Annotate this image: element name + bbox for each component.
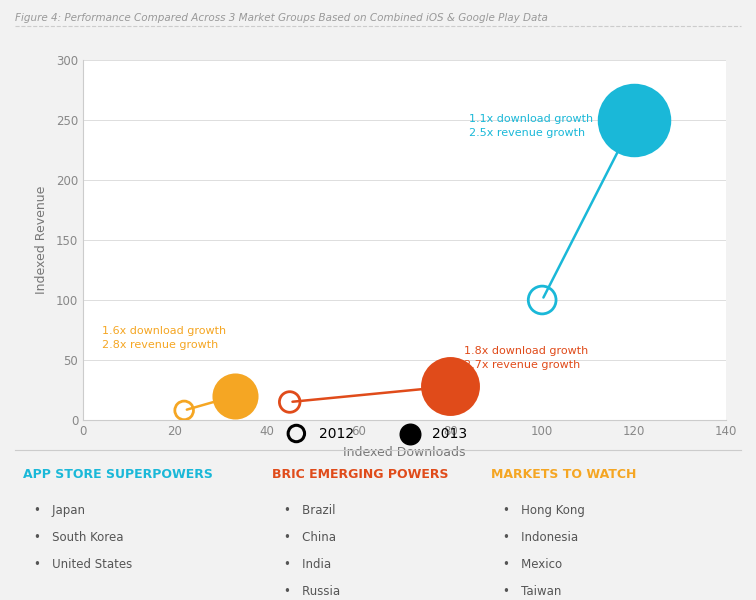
Text: •   Mexico: • Mexico: [503, 558, 562, 571]
Text: 2013: 2013: [432, 427, 467, 440]
Text: •   South Korea: • South Korea: [34, 531, 123, 544]
Text: APP STORE SUPERPOWERS: APP STORE SUPERPOWERS: [23, 468, 212, 481]
Point: [178, 406, 191, 415]
Text: 2012: 2012: [319, 427, 354, 440]
Point: [536, 295, 548, 305]
Text: •   Indonesia: • Indonesia: [503, 531, 578, 544]
Text: •   Taiwan: • Taiwan: [503, 585, 561, 598]
Text: 1.6x download growth
2.8x revenue growth: 1.6x download growth 2.8x revenue growth: [101, 326, 225, 350]
Text: •   Brazil: • Brazil: [284, 504, 335, 517]
Text: •   Japan: • Japan: [34, 504, 85, 517]
Point: [445, 382, 457, 391]
Text: 1.8x download growth
2.7x revenue growth: 1.8x download growth 2.7x revenue growth: [464, 346, 588, 370]
Text: Figure 4: Performance Compared Across 3 Market Groups Based on Combined iOS & Go: Figure 4: Performance Compared Across 3 …: [15, 13, 548, 23]
Point: [284, 397, 296, 407]
Y-axis label: Indexed Revenue: Indexed Revenue: [35, 186, 48, 294]
Text: •   Hong Kong: • Hong Kong: [503, 504, 584, 517]
Point: [628, 115, 640, 125]
Text: MARKETS TO WATCH: MARKETS TO WATCH: [491, 468, 637, 481]
Text: 1.1x download growth
2.5x revenue growth: 1.1x download growth 2.5x revenue growth: [469, 114, 593, 138]
X-axis label: Indexed Downloads: Indexed Downloads: [343, 446, 466, 459]
Point: [228, 391, 240, 401]
Text: •   India: • India: [284, 558, 330, 571]
Text: •   China: • China: [284, 531, 336, 544]
Text: •   Russia: • Russia: [284, 585, 339, 598]
Text: •   United States: • United States: [34, 558, 132, 571]
Text: BRIC EMERGING POWERS: BRIC EMERGING POWERS: [272, 468, 448, 481]
